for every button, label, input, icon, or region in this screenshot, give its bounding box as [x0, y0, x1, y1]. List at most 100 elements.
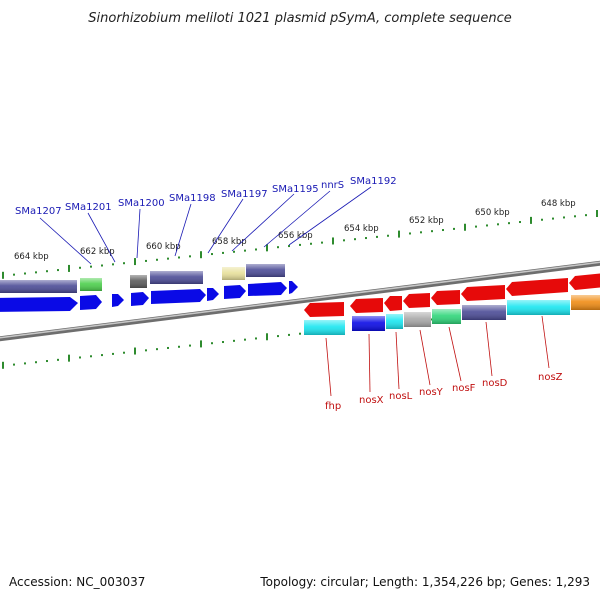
major-tick [266, 244, 268, 252]
gene-forward-arrow [80, 295, 102, 310]
minor-tick [431, 230, 433, 233]
tick-label-652: 652 kbp [409, 216, 444, 226]
gene-forward-arrow [224, 285, 246, 299]
minor-tick [255, 337, 257, 340]
minor-tick [486, 224, 488, 227]
minor-tick [189, 344, 191, 347]
gene-reverse-arrow [569, 273, 600, 290]
gene-forward-arrow [289, 281, 298, 294]
minor-tick [90, 265, 92, 268]
tick-label-664: 664 kbp [14, 252, 49, 262]
gene-forward-arrow [0, 297, 78, 312]
minor-tick [13, 363, 15, 366]
map-title: Sinorhizobium meliloti 1021 plasmid pSym… [88, 11, 511, 26]
gene-forward-arrow [248, 282, 287, 296]
minor-tick [46, 360, 48, 363]
minor-tick [244, 338, 246, 341]
major-tick [266, 333, 268, 341]
leader-line [368, 333, 371, 393]
minor-tick [343, 239, 345, 242]
leader-line [39, 217, 92, 265]
minor-tick [101, 264, 103, 267]
minor-tick [299, 243, 301, 246]
gene-forward-arrow [112, 294, 124, 307]
leader-line [325, 337, 332, 397]
minor-tick [178, 256, 180, 259]
major-tick [200, 251, 202, 259]
minor-tick [409, 232, 411, 235]
minor-tick [112, 352, 114, 355]
major-tick [134, 347, 136, 355]
minor-tick [365, 237, 367, 240]
gene-label-SMa1195: SMa1195 [272, 184, 319, 195]
minor-tick [255, 248, 257, 251]
minor-tick [442, 229, 444, 232]
minor-tick [123, 262, 125, 265]
gene-reverse-arrow [461, 285, 505, 301]
minor-tick [90, 355, 92, 358]
minor-tick [24, 272, 26, 275]
gene-reverse-arrow [431, 290, 460, 305]
leader-line [87, 212, 116, 263]
summary-text: Topology: circular; Length: 1,354,226 bp… [259, 575, 590, 589]
major-tick [398, 230, 400, 238]
minor-tick [541, 218, 543, 221]
minor-tick [167, 346, 169, 349]
gene-label-SMa1198: SMa1198 [169, 193, 216, 204]
minor-tick [321, 241, 323, 244]
minor-tick [57, 269, 59, 272]
minor-tick [123, 351, 125, 354]
minor-tick [277, 335, 279, 338]
gene-reverse-arrow [350, 298, 383, 313]
leader-line [207, 198, 244, 254]
gene-label-SMa1207: SMa1207 [15, 206, 62, 217]
minor-tick [156, 258, 158, 261]
minor-tick [233, 339, 235, 342]
outer-tick-arc [2, 210, 598, 279]
leader-line [448, 326, 462, 382]
gene-reverse-arrow [506, 278, 568, 296]
major-tick [134, 258, 136, 266]
backbone-highlight [0, 261, 600, 339]
major-tick [68, 264, 70, 272]
major-tick [596, 210, 598, 218]
minor-tick [310, 242, 312, 245]
minor-tick [233, 250, 235, 253]
minor-tick [24, 362, 26, 365]
leader-line [541, 315, 550, 369]
gene-label-nosL: nosL [389, 391, 413, 402]
gene-reverse-arrow [304, 302, 344, 317]
tick-label-662: 662 kbp [80, 247, 115, 257]
gene-forward-arrow [207, 288, 219, 301]
gene-label-SMa1200: SMa1200 [118, 198, 165, 209]
minor-tick [277, 246, 279, 249]
leader-line [419, 329, 431, 386]
minor-tick [563, 216, 565, 219]
minor-tick [145, 259, 147, 262]
gene-label-SMa1197: SMa1197 [221, 189, 268, 200]
gene-label-nosZ: nosZ [538, 372, 563, 383]
minor-tick [145, 349, 147, 352]
major-tick [2, 361, 4, 369]
minor-tick [35, 361, 37, 364]
tick-label-660: 660 kbp [146, 242, 181, 252]
minor-tick [156, 348, 158, 351]
leader-line [395, 331, 400, 390]
gene-forward-arrow [131, 292, 149, 306]
accession-text: Accession: NC_003037 [9, 575, 145, 589]
major-tick [332, 237, 334, 245]
minor-tick [519, 221, 521, 224]
tick-labels: 664 kbp 662 kbp 660 kbp 658 kbp 656 kbp … [14, 199, 576, 262]
tick-label-648: 648 kbp [541, 199, 576, 209]
minor-tick [57, 358, 59, 361]
major-tick [464, 223, 466, 231]
leader-line [136, 208, 141, 259]
minor-tick [552, 217, 554, 220]
minor-tick [178, 345, 180, 348]
leader-line [288, 186, 372, 246]
minor-tick [475, 225, 477, 228]
cog-ring-top [0, 264, 285, 293]
leader-line [174, 203, 192, 257]
minor-tick [574, 215, 576, 218]
